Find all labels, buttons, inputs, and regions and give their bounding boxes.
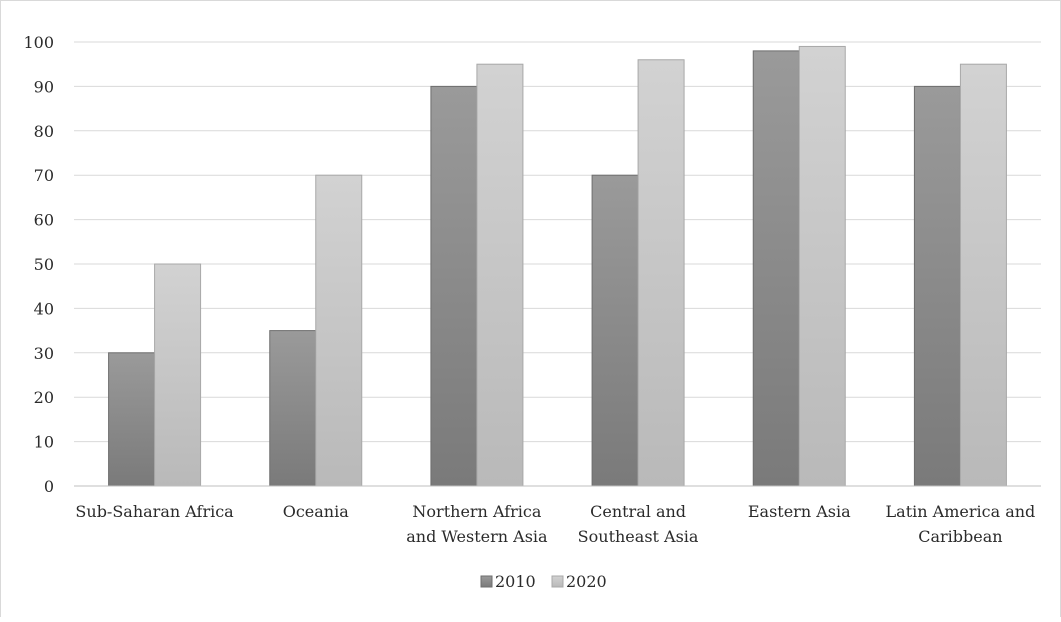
bar-2020 — [476, 63, 524, 487]
bar-2010 — [752, 50, 800, 487]
bar-2010 — [269, 330, 317, 487]
x-category-label: Oceania — [283, 502, 350, 521]
x-category-label: Eastern Asia — [748, 502, 851, 521]
bar-2020 — [798, 45, 846, 487]
y-tick-label: 0 — [44, 477, 54, 496]
legend: 2010 2020 — [480, 572, 607, 591]
x-category-label: Latin America and Caribbean — [886, 502, 1036, 546]
legend-swatch-2010 — [480, 575, 493, 588]
y-tick-label: 100 — [23, 33, 54, 52]
y-tick-label: 60 — [34, 211, 54, 230]
bar-2020 — [959, 63, 1007, 487]
y-tick-label: 10 — [34, 433, 54, 452]
legend-swatch-2020 — [551, 575, 564, 588]
bar-2020 — [154, 263, 202, 487]
bar-2020 — [315, 174, 363, 487]
y-tick-label: 90 — [34, 77, 54, 96]
y-tick-label: 70 — [34, 166, 54, 185]
bar-2010 — [913, 85, 961, 487]
bar-2010 — [430, 85, 478, 487]
gridlines — [74, 41, 1041, 443]
bar-2010 — [591, 174, 639, 487]
x-category-label: Northern Africa and Western Asia — [406, 502, 548, 546]
y-tick-label: 20 — [34, 388, 54, 407]
x-category-label: Sub-Saharan Africa — [75, 502, 234, 521]
bar-2010 — [108, 352, 156, 487]
legend-label: 2020 — [566, 572, 607, 591]
y-axis-ticks: 0 10 20 30 40 50 60 70 80 90 100 — [23, 33, 54, 496]
bars — [108, 45, 1007, 487]
y-tick-label: 80 — [34, 122, 54, 141]
x-category-label: Central and Southeast Asia — [578, 502, 699, 546]
y-tick-label: 30 — [34, 344, 54, 363]
bar-2020 — [637, 59, 685, 487]
y-tick-label: 50 — [34, 255, 54, 274]
legend-label: 2010 — [495, 572, 536, 591]
y-tick-label: 40 — [34, 299, 54, 318]
x-axis-categories: Sub-Saharan Africa Oceania Northern Africa… — [75, 502, 1035, 546]
